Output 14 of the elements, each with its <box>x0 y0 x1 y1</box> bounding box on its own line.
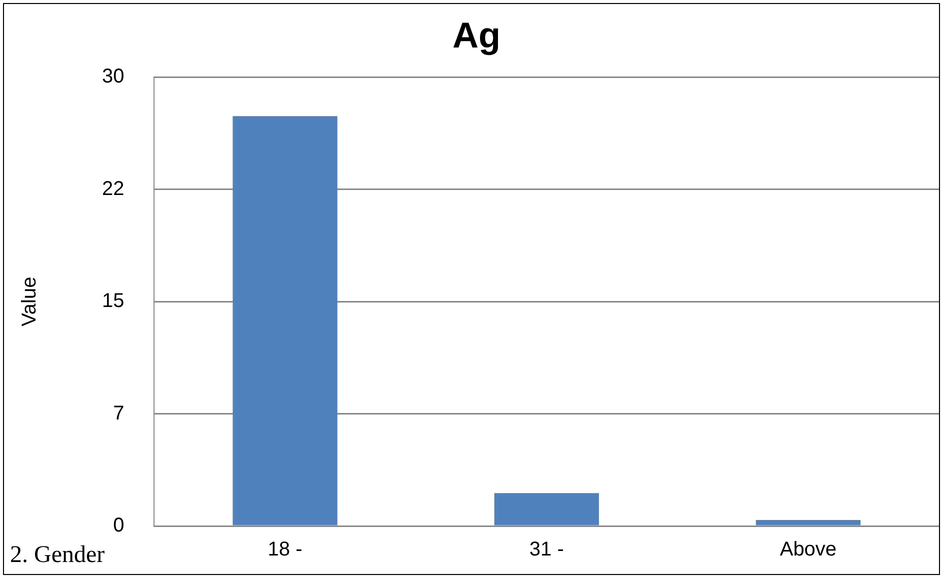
text: 2. Gender <box>10 542 105 568</box>
bar <box>232 116 338 526</box>
y-tick-label: 22 <box>102 178 124 200</box>
y-tick-label: 15 <box>102 290 124 312</box>
x-tick-label: Above <box>780 538 837 561</box>
bar <box>494 493 599 526</box>
y-tick-label: 0 <box>113 514 124 537</box>
y-tick-label: 7 <box>113 402 124 424</box>
chart-title: Ag <box>452 14 500 56</box>
y-axis-title: Value <box>18 276 41 326</box>
bar <box>756 520 861 526</box>
y-tick-label: 30 <box>102 66 124 88</box>
x-tick-label: 31 - <box>529 538 564 561</box>
x-tick-label: 18 - <box>268 538 302 561</box>
